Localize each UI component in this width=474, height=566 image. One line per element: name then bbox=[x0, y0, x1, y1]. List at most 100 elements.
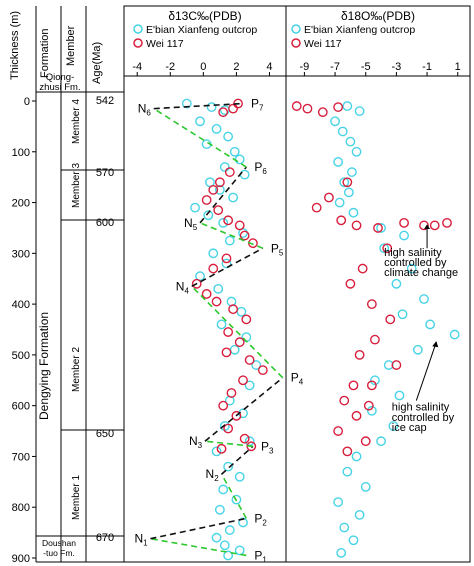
well-point bbox=[226, 388, 237, 398]
outcrop-point bbox=[354, 106, 365, 117]
well-point bbox=[336, 215, 347, 226]
icecap-annotation-line1: high salinity bbox=[392, 402, 450, 414]
outcrop-point bbox=[211, 532, 222, 543]
outcrop-point bbox=[244, 436, 255, 447]
well-point bbox=[366, 380, 377, 391]
thickness-tick-label: 300 bbox=[12, 248, 30, 260]
outcrop-point bbox=[345, 136, 356, 147]
outcrop-point bbox=[343, 187, 354, 198]
well-point bbox=[223, 327, 234, 337]
well-point bbox=[221, 347, 232, 358]
outcrop-point bbox=[449, 329, 460, 340]
member-4-label: Member 4 bbox=[71, 99, 82, 144]
age-542: 542 bbox=[96, 95, 114, 107]
outcrop-point bbox=[208, 248, 219, 259]
climate-annotation-line1: high salinity bbox=[384, 247, 442, 259]
well-point bbox=[244, 355, 255, 365]
formation-bottom-line2: -tuo Fm. bbox=[43, 548, 75, 558]
outcrop-point bbox=[190, 202, 200, 213]
outcrop-point bbox=[239, 169, 250, 180]
well-point bbox=[324, 192, 334, 203]
cycle-label-sub: 3 bbox=[198, 441, 203, 450]
outcrop-point bbox=[218, 484, 229, 495]
outcrop-point bbox=[214, 504, 225, 515]
outcrop-point bbox=[223, 461, 234, 472]
thickness-tick-label: 900 bbox=[12, 553, 30, 565]
outcrop-point bbox=[342, 101, 353, 111]
outcrop-point bbox=[214, 184, 225, 195]
cycle-label-p6: P6 bbox=[254, 160, 267, 176]
legend-marker bbox=[291, 38, 301, 48]
c13-xtick-label: -4 bbox=[132, 61, 142, 73]
climate-arrowhead bbox=[424, 224, 431, 229]
outcrop-point bbox=[397, 309, 408, 320]
o18-xtick-label: -7 bbox=[330, 61, 340, 73]
well-point bbox=[214, 177, 225, 188]
outcrop-point bbox=[333, 157, 344, 167]
outcrop-point bbox=[236, 306, 247, 317]
outcrop-point bbox=[376, 223, 386, 233]
trend-segment bbox=[199, 166, 247, 224]
outcrop-point bbox=[348, 207, 359, 218]
well-point bbox=[399, 217, 409, 228]
well-point bbox=[351, 410, 362, 421]
well-point bbox=[339, 395, 350, 406]
c13-xtick-label: 0 bbox=[200, 61, 206, 73]
outcrop-point bbox=[425, 319, 436, 330]
o18-xtick-label: -1 bbox=[422, 61, 432, 73]
well-point bbox=[201, 195, 212, 205]
well-point bbox=[221, 253, 232, 264]
climate-annotation-line2: controlled by bbox=[384, 257, 447, 269]
well-point bbox=[218, 107, 229, 118]
outcrop-point bbox=[376, 436, 386, 447]
thickness-tick-label: 100 bbox=[12, 147, 30, 159]
well-point bbox=[419, 220, 429, 231]
well-point bbox=[231, 410, 242, 421]
well-point bbox=[223, 423, 234, 434]
well-point bbox=[311, 202, 322, 213]
well-point bbox=[354, 349, 365, 360]
outcrop-point bbox=[348, 535, 359, 546]
well-point bbox=[239, 230, 250, 241]
outcrop-point bbox=[351, 451, 362, 462]
cycle-label-n4: N4 bbox=[176, 279, 190, 295]
well-point bbox=[218, 400, 229, 411]
outcrop-point bbox=[336, 548, 347, 558]
well-point bbox=[385, 314, 396, 325]
age-600: 600 bbox=[96, 217, 114, 229]
cycle-label-p5: P5 bbox=[271, 241, 284, 257]
outcrop-point bbox=[219, 162, 230, 172]
outcrop-point bbox=[206, 102, 217, 112]
well-point bbox=[211, 296, 222, 307]
trend-segment bbox=[199, 222, 264, 249]
cycle-label-sub: 2 bbox=[214, 474, 219, 483]
cycle-label-sub: 5 bbox=[193, 223, 198, 232]
well-point bbox=[351, 220, 362, 231]
formation-bottom-line1: Doushan bbox=[42, 538, 76, 548]
thickness-tick-label: 400 bbox=[12, 299, 30, 311]
member-3-label: Member 3 bbox=[71, 163, 82, 208]
cycle-label-sub: 5 bbox=[279, 248, 284, 257]
climate-annotation-line3: climate change bbox=[384, 267, 458, 279]
well-point bbox=[191, 278, 202, 289]
member-2-label: Member 2 bbox=[71, 347, 82, 392]
well-point bbox=[342, 446, 353, 457]
cycle-label-sub: 3 bbox=[269, 446, 274, 455]
well-point bbox=[348, 380, 359, 391]
cycle-label-sub: 4 bbox=[299, 378, 304, 387]
well-point bbox=[345, 278, 356, 289]
thickness-header: Thickness (m) bbox=[9, 11, 21, 80]
well-point bbox=[241, 314, 252, 325]
outcrop-point bbox=[228, 192, 239, 203]
formation-header: Formation bbox=[39, 28, 51, 78]
well-point bbox=[208, 184, 219, 195]
age-header: Age(Ma) bbox=[91, 42, 103, 84]
trend-segment bbox=[150, 517, 247, 540]
well-point bbox=[216, 443, 227, 454]
outcrop-point bbox=[354, 509, 365, 520]
well-point bbox=[208, 263, 219, 274]
cycle-label-sub: 7 bbox=[259, 104, 264, 113]
thickness-tick-label: 700 bbox=[12, 451, 30, 463]
